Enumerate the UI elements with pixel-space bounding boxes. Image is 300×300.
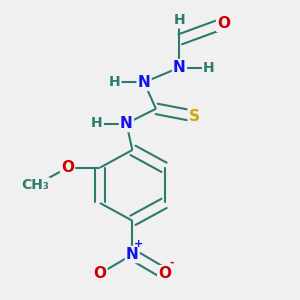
Text: O: O — [217, 16, 230, 31]
Text: CH₃: CH₃ — [21, 178, 49, 192]
Text: N: N — [126, 247, 139, 262]
Text: O: O — [61, 160, 74, 175]
Text: -: - — [169, 258, 173, 268]
Text: N: N — [120, 116, 133, 131]
Text: O: O — [158, 266, 171, 281]
Text: N: N — [138, 75, 151, 90]
Text: +: + — [134, 238, 143, 249]
Text: H: H — [109, 75, 121, 89]
Text: H: H — [203, 61, 215, 75]
Text: N: N — [173, 60, 186, 75]
Text: O: O — [93, 266, 106, 281]
Text: H: H — [174, 14, 185, 27]
Text: S: S — [189, 109, 200, 124]
Text: H: H — [91, 116, 103, 130]
